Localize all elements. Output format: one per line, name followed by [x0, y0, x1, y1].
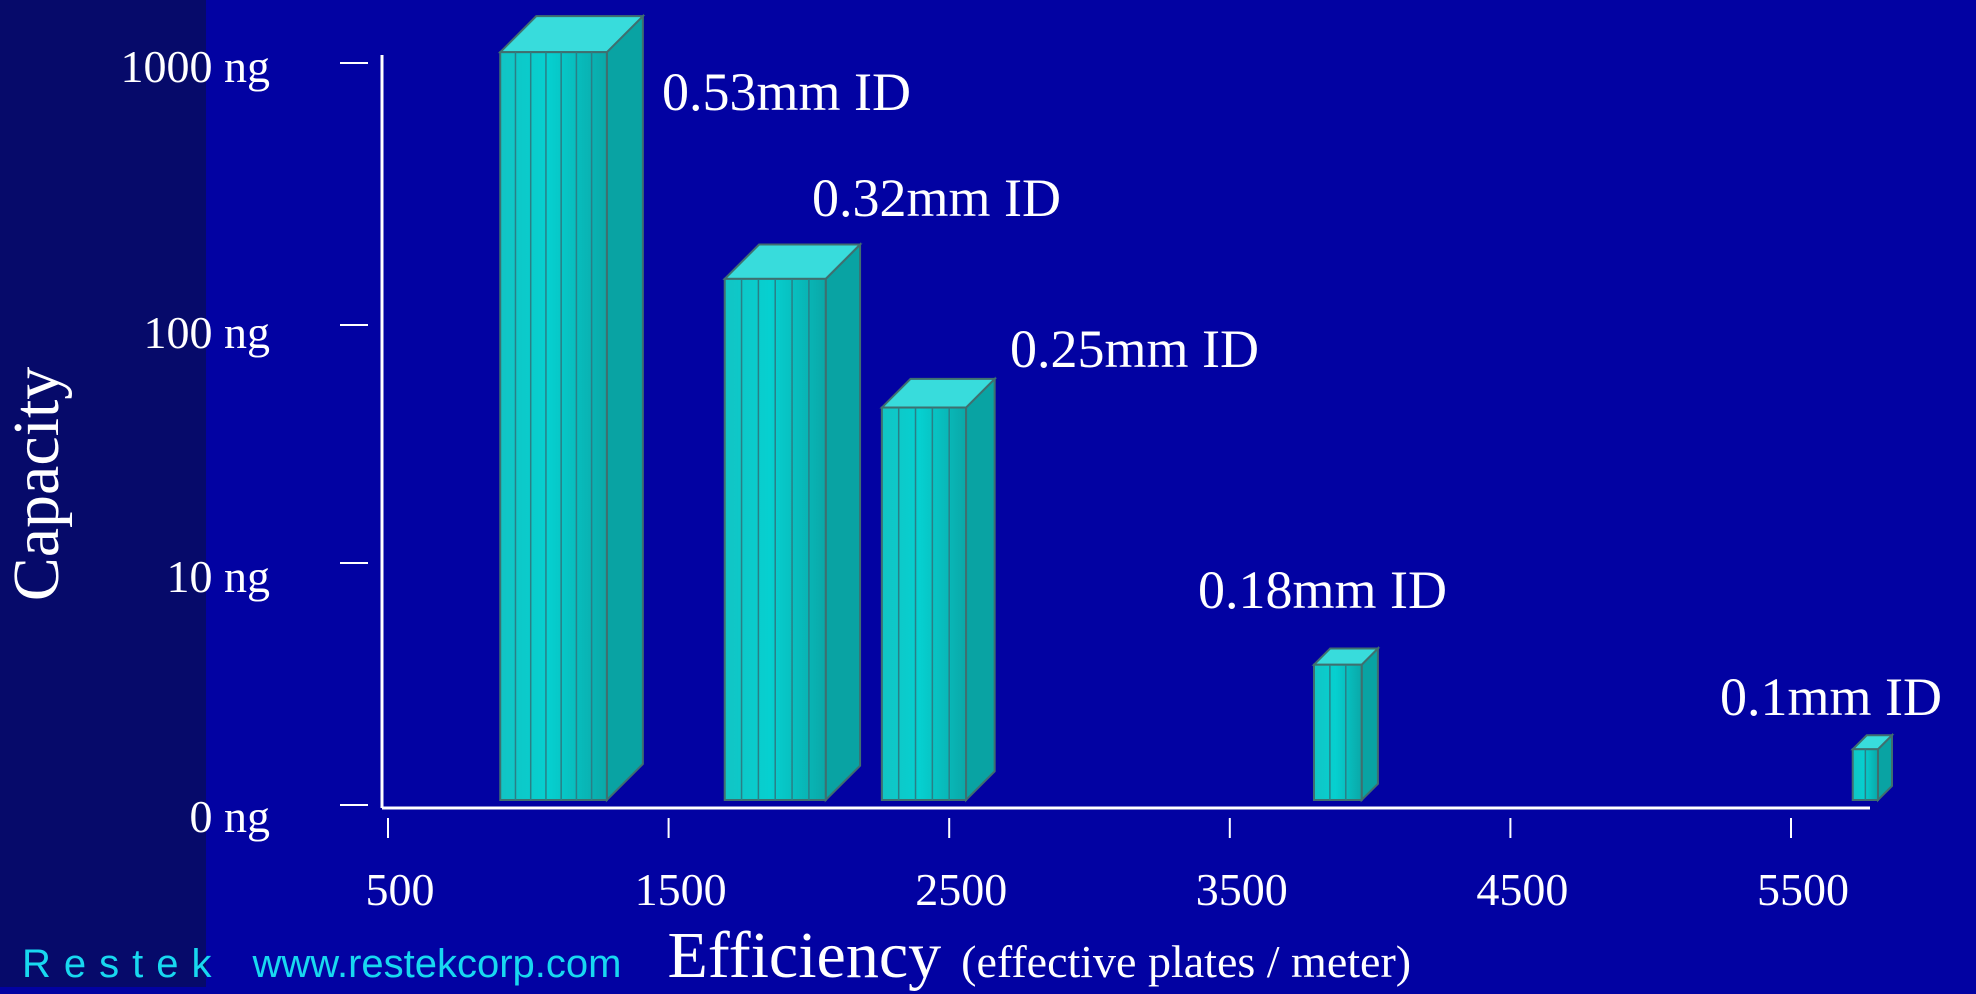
y-tick-label: 100 ng: [144, 307, 271, 358]
bar-label: 0.53mm ID: [662, 62, 911, 122]
bar-front: [880, 406, 968, 801]
y-tick-label: 10 ng: [167, 551, 271, 602]
x-tick-label: 500: [366, 864, 435, 915]
bar-side: [965, 376, 996, 803]
bar-3: [879, 376, 998, 803]
bar-label: 0.1mm ID: [1720, 667, 1942, 727]
x-axis-subtitle: (effective plates / meter): [961, 936, 1412, 987]
bar-label: 0.25mm ID: [1010, 319, 1259, 379]
bar-front: [1312, 663, 1363, 802]
bar-side: [824, 242, 862, 803]
bar-5: [1850, 732, 1895, 803]
x-tick-label: 1500: [635, 864, 727, 915]
brand-name: Restek: [22, 942, 225, 986]
x-axis-title: Efficiency: [667, 919, 942, 992]
x-tick-label: 5500: [1757, 864, 1849, 915]
bar-1: [497, 13, 646, 803]
y-axis-title: Capacity: [0, 367, 73, 602]
bar-side: [1360, 646, 1379, 803]
footer: Restek www.restekcorp.com Efficiency (ef…: [22, 918, 1411, 992]
x-tick-label: 3500: [1196, 864, 1288, 915]
website-link[interactable]: www.restekcorp.com: [252, 942, 622, 986]
bar-4: [1311, 646, 1381, 803]
bar-front: [499, 51, 608, 802]
y-tick-label: 0 ng: [190, 791, 271, 842]
bar-label: 0.18mm ID: [1198, 560, 1447, 620]
left-band: [0, 0, 206, 987]
x-tick-label: 2500: [915, 864, 1007, 915]
bar-2: [722, 242, 863, 803]
y-tick-label: 1000 ng: [121, 41, 271, 92]
x-tick-label: 4500: [1476, 864, 1568, 915]
bar-side: [605, 13, 644, 803]
bar-label: 0.32mm ID: [812, 168, 1061, 228]
